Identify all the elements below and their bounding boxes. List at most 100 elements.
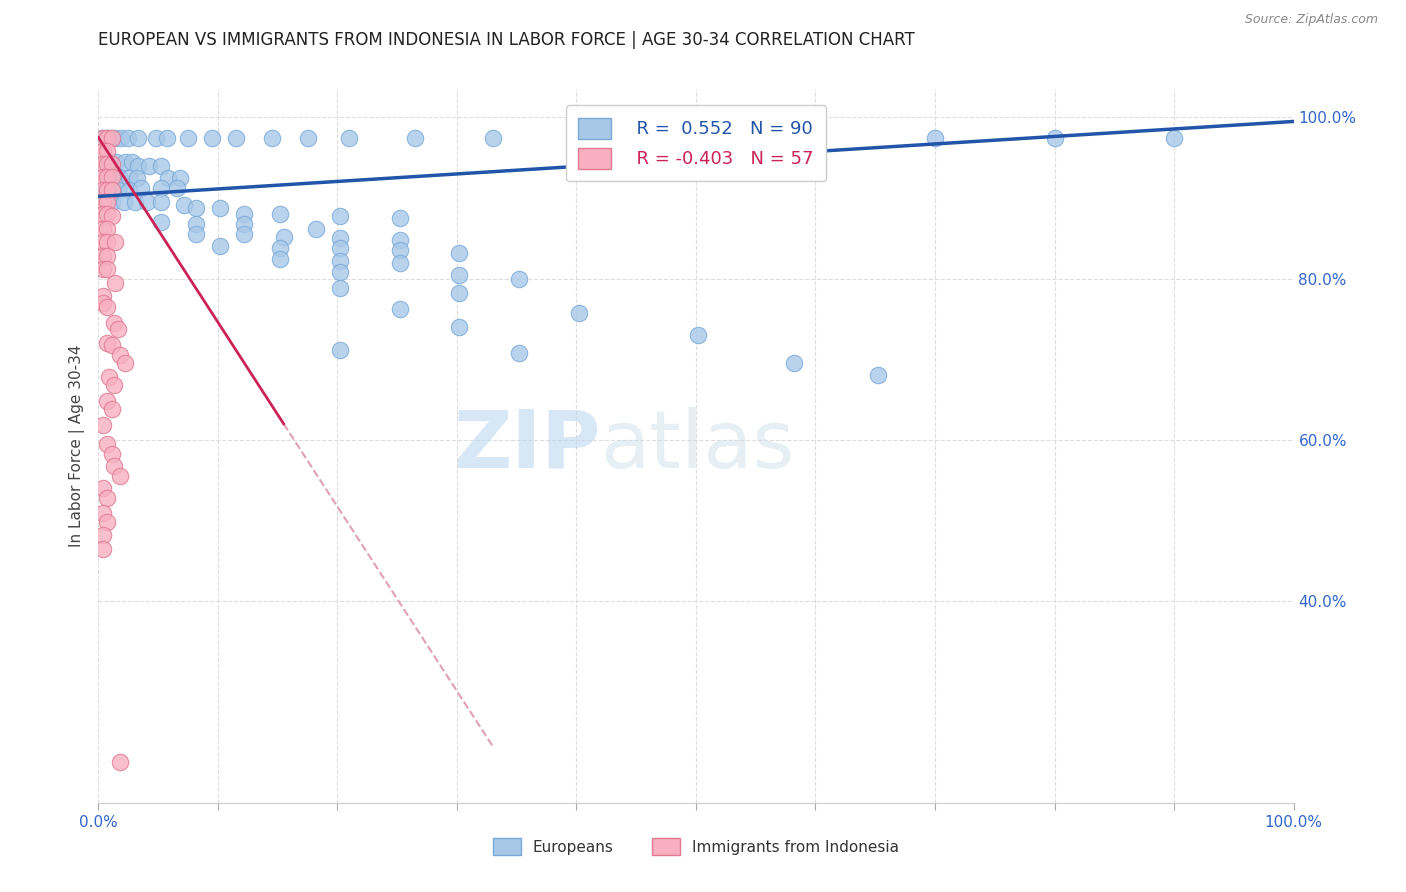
Point [783, 356, 806, 370]
Point [91, 506, 114, 520]
Point [104, 235, 127, 250]
Point [91, 157, 114, 171]
Point [273, 229, 295, 244]
Point [108, 170, 131, 185]
Point [565, 130, 588, 145]
Point [98, 130, 121, 145]
Y-axis label: In Labor Force | Age 30-34: In Labor Force | Age 30-34 [69, 344, 84, 548]
Text: Source: ZipAtlas.com: Source: ZipAtlas.com [1244, 13, 1378, 27]
Point [91, 235, 114, 250]
Point [114, 154, 136, 169]
Point [388, 244, 411, 258]
Point [96, 336, 118, 351]
Point [131, 181, 153, 195]
Point [91, 481, 114, 495]
Point [388, 302, 411, 317]
Point [103, 170, 125, 185]
Point [100, 402, 122, 417]
Point [1163, 130, 1185, 145]
Point [91, 249, 114, 263]
Point [124, 195, 146, 210]
Point [91, 170, 114, 185]
Point [225, 130, 247, 145]
Point [105, 154, 128, 169]
Point [108, 348, 131, 362]
Point [449, 246, 471, 260]
Point [103, 378, 125, 392]
Point [103, 316, 125, 330]
Point [481, 130, 505, 145]
Point [166, 181, 188, 195]
Point [329, 254, 352, 268]
Point [117, 130, 139, 145]
Point [91, 130, 114, 145]
Point [96, 195, 118, 210]
Point [96, 515, 118, 529]
Point [127, 159, 149, 173]
Point [100, 447, 122, 461]
Point [91, 541, 114, 556]
Point [329, 281, 352, 295]
Point [94, 195, 117, 210]
Point [568, 305, 591, 319]
Point [388, 211, 411, 226]
Point [100, 338, 122, 352]
Point [201, 130, 224, 145]
Point [96, 207, 118, 221]
Point [121, 154, 143, 169]
Point [98, 154, 122, 169]
Point [96, 491, 118, 505]
Point [329, 241, 352, 255]
Point [125, 170, 148, 185]
Point [149, 195, 172, 210]
Point [91, 207, 114, 221]
Point [100, 183, 122, 197]
Point [169, 170, 191, 185]
Point [297, 130, 319, 145]
Point [233, 217, 256, 231]
Point [329, 343, 352, 357]
Point [136, 195, 159, 210]
Point [96, 183, 118, 197]
Point [96, 394, 118, 409]
Point [96, 249, 118, 263]
Point [91, 145, 114, 159]
Point [108, 756, 131, 770]
Point [93, 154, 115, 169]
Point [107, 183, 129, 197]
Point [388, 255, 411, 269]
Point [449, 268, 471, 282]
Point [186, 227, 208, 242]
Point [149, 215, 172, 229]
Point [91, 418, 114, 433]
Point [924, 130, 946, 145]
Point [104, 276, 127, 290]
Point [91, 130, 114, 145]
Point [100, 157, 122, 171]
Point [177, 130, 200, 145]
Point [269, 252, 291, 266]
Point [94, 130, 117, 145]
Point [107, 321, 129, 335]
Point [100, 209, 122, 223]
Point [173, 197, 195, 211]
Point [449, 320, 471, 334]
Point [149, 159, 172, 173]
Point [100, 130, 122, 145]
Point [156, 170, 179, 185]
Point [91, 528, 114, 542]
Point [138, 159, 160, 173]
Point [685, 130, 707, 145]
Point [91, 296, 114, 310]
Point [94, 183, 117, 197]
Point [96, 300, 118, 314]
Point [103, 458, 125, 473]
Point [149, 181, 172, 195]
Point [508, 271, 530, 285]
Point [100, 183, 122, 197]
Point [329, 231, 352, 245]
Point [269, 241, 291, 255]
Point [329, 265, 352, 279]
Point [339, 130, 361, 145]
Point [96, 157, 118, 171]
